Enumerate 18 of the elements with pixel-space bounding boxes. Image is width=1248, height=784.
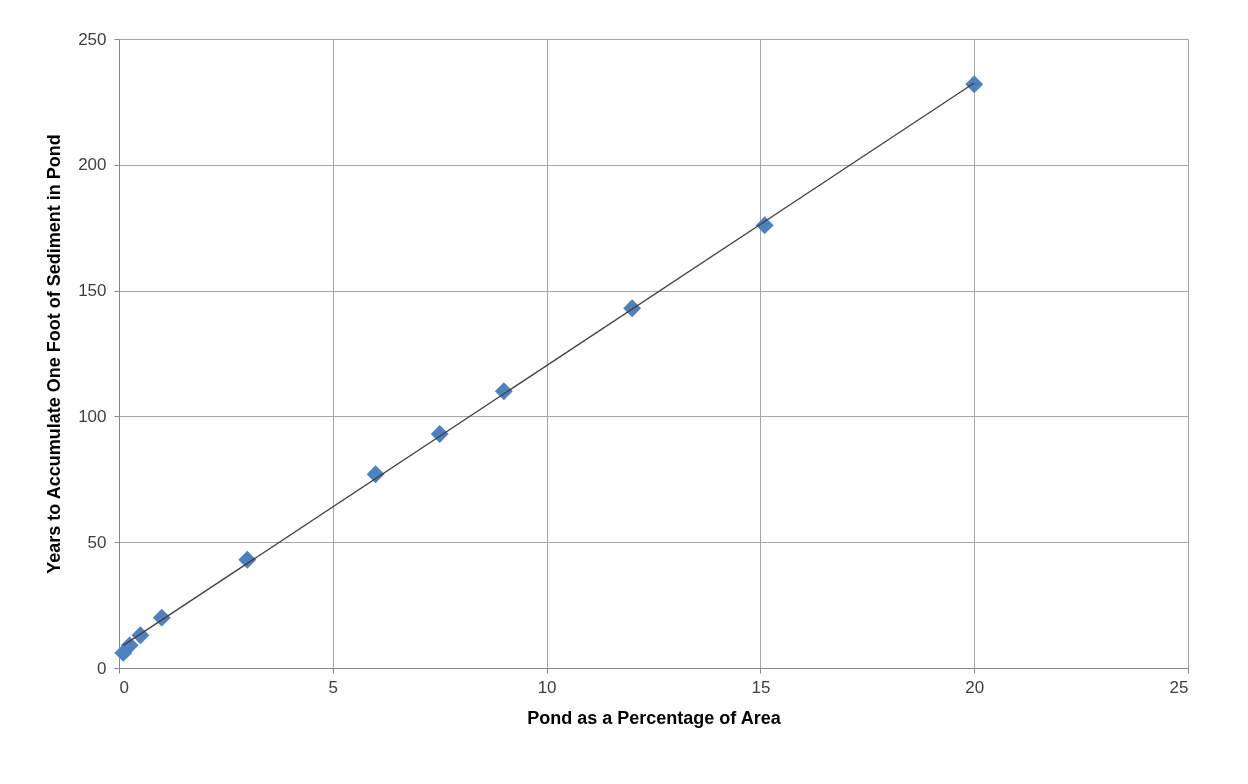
x-tick-label: 25 [1169,677,1189,697]
y-tick-label: 50 [87,532,107,552]
x-axis-title: Pond as a Percentage of Area [527,707,782,728]
x-tick-label: 5 [328,677,339,697]
x-tick-label: 0 [119,677,129,697]
x-tick-label: 15 [751,677,771,697]
x-tick-label: 10 [537,677,557,697]
point [131,626,150,645]
point [965,75,984,94]
x-tick-label: 20 [965,677,985,697]
point [430,425,449,443]
y-tick-label: 250 [78,29,107,49]
y-tick-label: 200 [78,155,107,175]
y-tick-label: 0 [97,658,107,678]
y-axis-title: Years to Accumulate One Foot of Sediment in Pond [44,134,65,574]
y-tick-label: 150 [78,281,107,301]
y-tick-label: 100 [78,406,107,426]
point [366,465,385,484]
